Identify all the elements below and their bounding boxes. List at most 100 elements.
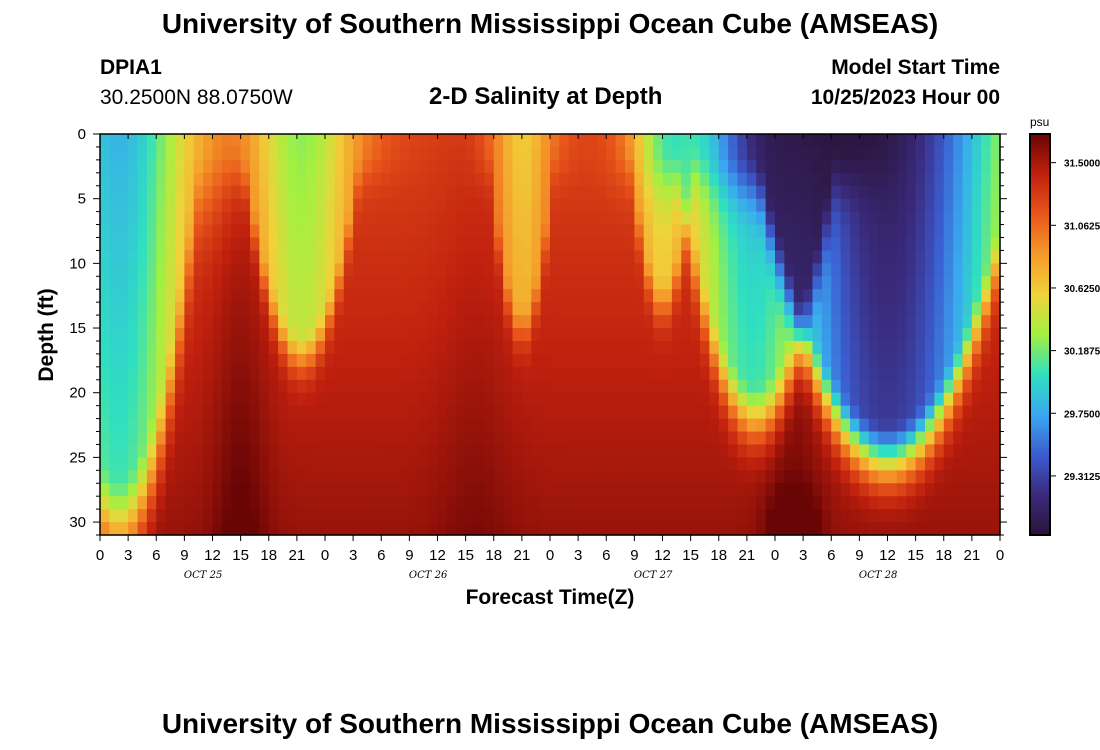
heatmap-cell bbox=[737, 263, 748, 277]
heatmap-cell bbox=[343, 211, 354, 226]
heatmap-cell bbox=[428, 444, 439, 458]
heatmap-cell bbox=[212, 198, 223, 213]
heatmap-cell bbox=[831, 146, 842, 161]
heatmap-cell bbox=[775, 522, 785, 536]
heatmap-cell bbox=[943, 444, 954, 458]
heatmap-cell bbox=[625, 211, 635, 226]
heatmap-cell bbox=[146, 263, 157, 277]
heatmap-cell bbox=[531, 444, 542, 458]
heatmap-cell bbox=[315, 522, 326, 536]
heatmap-cell bbox=[671, 457, 682, 471]
heatmap-cell bbox=[146, 353, 157, 368]
heatmap-cell bbox=[990, 522, 1001, 536]
heatmap-cell bbox=[400, 522, 410, 536]
heatmap-cell bbox=[353, 185, 364, 200]
heatmap-cell bbox=[203, 237, 214, 252]
heatmap-cell bbox=[418, 496, 429, 510]
heatmap-cell bbox=[990, 159, 1001, 174]
heatmap-cell bbox=[512, 134, 523, 148]
heatmap-cell bbox=[493, 185, 504, 200]
heatmap-cell bbox=[653, 483, 664, 497]
heatmap-cell bbox=[981, 185, 992, 200]
heatmap-cell bbox=[371, 444, 382, 458]
x-tick-label: 3 bbox=[349, 547, 357, 564]
heatmap-cell bbox=[531, 250, 542, 264]
heatmap-cell bbox=[728, 379, 739, 394]
heatmap-cell bbox=[278, 328, 289, 342]
heatmap-cell bbox=[325, 276, 335, 290]
heatmap-cell bbox=[325, 444, 335, 458]
heatmap-cell bbox=[700, 263, 710, 277]
heatmap-cell bbox=[100, 418, 110, 433]
heatmap-cell bbox=[296, 405, 307, 420]
heatmap-cell bbox=[568, 353, 579, 368]
heatmap-cell bbox=[803, 340, 814, 355]
heatmap-cell bbox=[400, 224, 410, 239]
heatmap-cell bbox=[353, 198, 364, 213]
heatmap-cell bbox=[428, 315, 439, 329]
x-tick-label: 18 bbox=[935, 547, 952, 564]
heatmap-cell bbox=[559, 353, 570, 368]
heatmap-cell bbox=[784, 146, 795, 161]
heatmap-cell bbox=[625, 392, 635, 407]
heatmap-cell bbox=[409, 276, 420, 290]
heatmap-cell bbox=[128, 289, 139, 303]
heatmap-cell bbox=[671, 224, 682, 239]
heatmap-cell bbox=[221, 198, 232, 213]
heatmap-cell bbox=[259, 146, 270, 161]
heatmap-cell bbox=[587, 172, 598, 187]
heatmap-cell bbox=[540, 431, 551, 446]
heatmap-cell bbox=[568, 211, 579, 226]
heatmap-cell bbox=[606, 366, 617, 381]
heatmap-cell bbox=[456, 496, 467, 510]
heatmap-cell bbox=[409, 185, 420, 200]
heatmap-cell bbox=[662, 509, 673, 523]
heatmap-cell bbox=[325, 379, 335, 394]
heatmap-cell bbox=[971, 172, 982, 187]
heatmap-cell bbox=[634, 366, 645, 381]
heatmap-cell bbox=[250, 444, 260, 458]
heatmap-cell bbox=[700, 224, 710, 239]
heatmap-cell bbox=[165, 522, 176, 536]
heatmap-cell bbox=[615, 496, 626, 510]
heatmap-cell bbox=[896, 496, 907, 510]
heatmap-cell bbox=[287, 328, 298, 342]
heatmap-cell bbox=[550, 392, 560, 407]
heatmap-cell bbox=[484, 134, 495, 148]
heatmap-cell bbox=[709, 392, 720, 407]
heatmap-cell bbox=[409, 159, 420, 174]
heatmap-cell bbox=[193, 470, 204, 484]
heatmap-cell bbox=[765, 224, 776, 239]
heatmap-cell bbox=[906, 444, 917, 458]
heatmap-cell bbox=[409, 146, 420, 161]
heatmap-cell bbox=[353, 457, 364, 471]
heatmap-cell bbox=[512, 237, 523, 252]
x-tick-label: 21 bbox=[514, 547, 531, 564]
heatmap-cell bbox=[296, 185, 307, 200]
heatmap-cell bbox=[981, 483, 992, 497]
heatmap-cell bbox=[850, 457, 860, 471]
heatmap-cell bbox=[943, 457, 954, 471]
heatmap-cell bbox=[484, 509, 495, 523]
heatmap-cell bbox=[465, 522, 476, 536]
heatmap-cell bbox=[137, 211, 148, 226]
heatmap-cell bbox=[381, 392, 392, 407]
heatmap-cell bbox=[896, 263, 907, 277]
heatmap-cell bbox=[268, 302, 279, 316]
heatmap-cell bbox=[831, 224, 842, 239]
heatmap-cell bbox=[184, 159, 195, 174]
heatmap-cell bbox=[212, 250, 223, 264]
heatmap-cell bbox=[906, 237, 917, 252]
heatmap-cell bbox=[231, 509, 242, 523]
heatmap-cell bbox=[831, 340, 842, 355]
heatmap-cell bbox=[203, 522, 214, 536]
heatmap-cell bbox=[362, 134, 373, 148]
heatmap-cell bbox=[512, 263, 523, 277]
heatmap-cell bbox=[315, 276, 326, 290]
heatmap-cell bbox=[868, 289, 879, 303]
heatmap-cell bbox=[521, 315, 532, 329]
heatmap-cell bbox=[371, 405, 382, 420]
heatmap-cell bbox=[475, 340, 485, 355]
heatmap-cell bbox=[418, 224, 429, 239]
heatmap-cell bbox=[531, 224, 542, 239]
